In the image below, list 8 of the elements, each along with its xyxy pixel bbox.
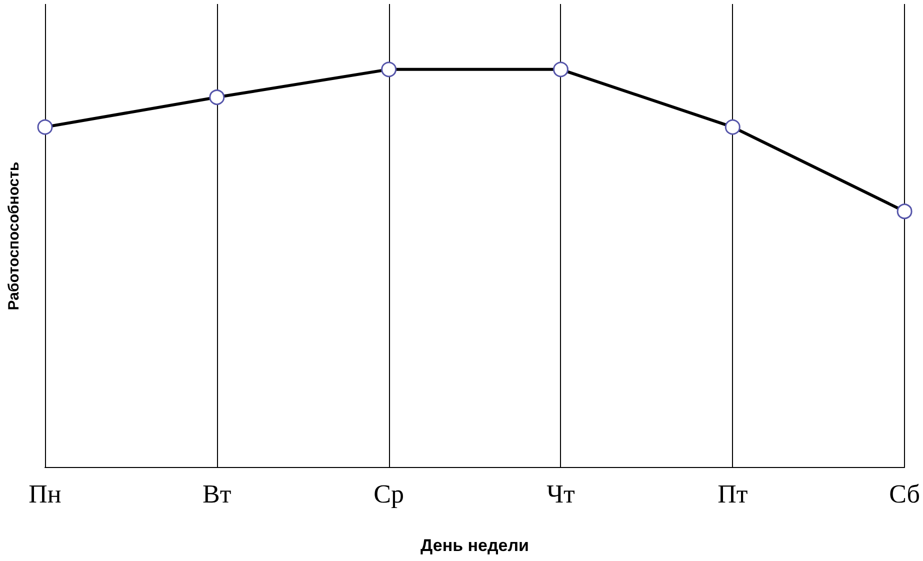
x-tick-label: Пн xyxy=(28,480,62,508)
x-tick-label: Чт xyxy=(546,480,575,508)
x-tick-label: Пт xyxy=(718,480,748,508)
y-axis-title: Работоспособность xyxy=(6,162,22,310)
x-tick-label: Ср xyxy=(374,480,404,508)
x-axis-title: День недели xyxy=(420,536,529,555)
x-tick-label: Сб xyxy=(889,480,920,508)
x-tick-label: Вт xyxy=(202,480,232,508)
